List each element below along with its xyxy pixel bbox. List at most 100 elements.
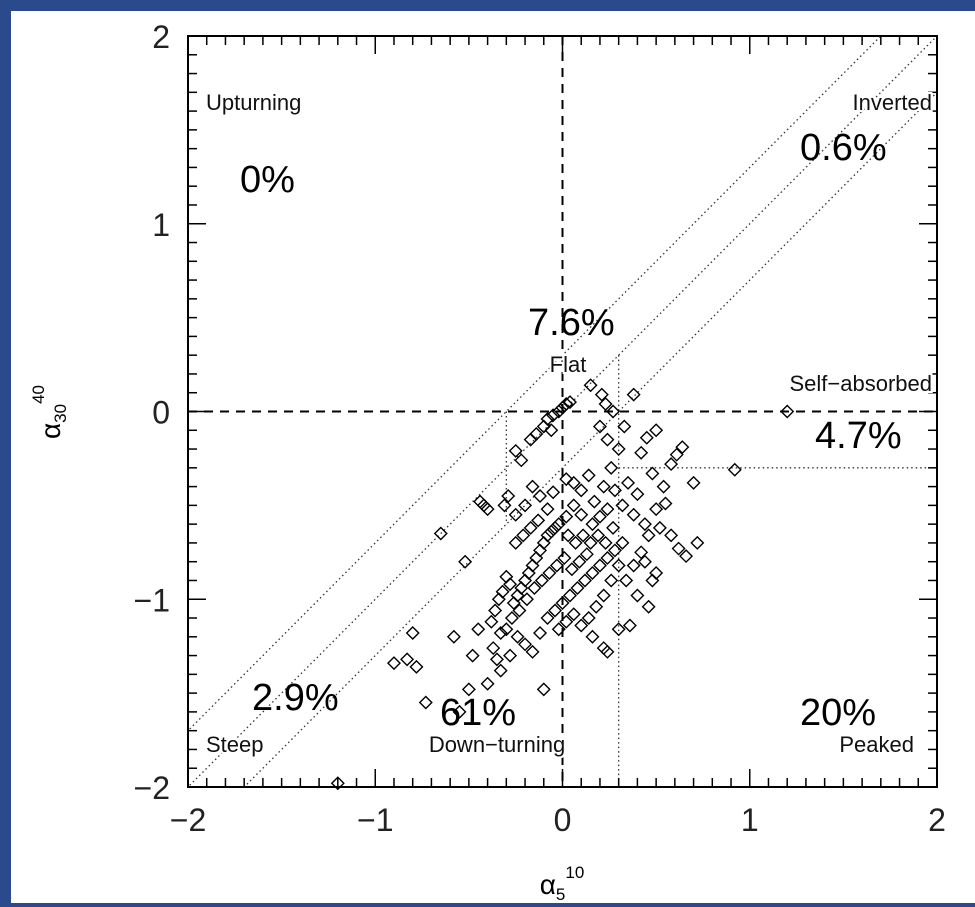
data-point — [514, 453, 529, 468]
data-point — [604, 573, 619, 588]
data-point — [508, 535, 523, 550]
region-name-inverted: Inverted — [853, 90, 933, 115]
data-point — [564, 562, 579, 577]
region-percent-inverted: 0.6% — [800, 127, 887, 169]
data-point — [626, 507, 641, 522]
data-point — [645, 466, 660, 481]
data-point — [675, 440, 690, 455]
data-point — [544, 423, 559, 438]
data-point — [574, 618, 589, 633]
region-name-peaked: Peaked — [839, 732, 914, 757]
data-point — [465, 648, 480, 663]
data-point — [559, 472, 574, 487]
data-point — [536, 682, 551, 697]
data-point — [518, 573, 533, 588]
data-point — [600, 644, 615, 659]
x-tick-label: 2 — [928, 802, 946, 838]
data-point — [551, 404, 566, 419]
data-point — [611, 442, 626, 457]
region-name-steep: Steep — [206, 732, 264, 757]
x-axis-label-sup: 10 — [565, 863, 584, 882]
data-point — [634, 445, 649, 460]
data-point — [559, 509, 574, 524]
data-point — [452, 704, 467, 719]
data-point — [525, 644, 540, 659]
data-point — [577, 573, 592, 588]
data-point — [488, 603, 503, 618]
data-point — [606, 404, 621, 419]
data-point — [533, 488, 548, 503]
region-name-flat: Flat — [550, 352, 587, 377]
data-point — [641, 599, 656, 614]
data-point — [400, 652, 415, 667]
region-name-self-absorbed: Self−absorbed — [790, 371, 933, 396]
x-tick-label: 0 — [554, 802, 572, 838]
data-point — [598, 535, 613, 550]
data-point — [546, 485, 561, 500]
data-point — [581, 468, 596, 483]
data-point — [529, 550, 544, 565]
data-point — [540, 611, 555, 626]
data-point — [615, 498, 630, 513]
data-point — [591, 528, 606, 543]
data-point — [596, 479, 611, 494]
data-point — [510, 629, 525, 644]
x-axis-label: α510 — [540, 863, 585, 904]
region-percent-upturning: 0% — [240, 159, 295, 201]
region-name-upturning: Upturning — [206, 90, 301, 115]
data-point — [641, 528, 656, 543]
data-point — [585, 517, 600, 532]
data-point — [574, 483, 589, 498]
data-point — [587, 494, 602, 509]
data-point — [508, 443, 523, 458]
data-point — [559, 397, 574, 411]
diagonal-line-1 — [188, 36, 937, 787]
data-point — [546, 408, 561, 423]
data-point — [615, 535, 630, 550]
data-point — [508, 507, 523, 522]
data-point — [686, 475, 701, 490]
y-tick-label: −2 — [134, 770, 170, 806]
data-point — [581, 611, 596, 626]
data-point — [611, 622, 626, 637]
data-point — [583, 535, 598, 550]
data-point — [555, 596, 570, 610]
data-point — [531, 513, 546, 528]
data-point — [480, 502, 495, 517]
data-point — [536, 419, 551, 434]
data-point — [497, 498, 512, 513]
data-point — [630, 487, 645, 502]
data-point — [649, 565, 664, 580]
data-point — [499, 622, 514, 637]
data-point — [600, 550, 615, 565]
axis-ticks: −2 −1 0 1 2 −2 −1 0 1 2 — [134, 19, 946, 838]
data-point — [491, 592, 506, 607]
data-point — [607, 483, 622, 498]
data-point — [576, 528, 591, 543]
data-point — [574, 507, 589, 522]
data-point — [489, 652, 504, 667]
data-point — [540, 502, 555, 517]
data-point — [649, 423, 664, 438]
data-point — [568, 535, 583, 550]
data-point — [471, 622, 486, 637]
data-point — [504, 611, 519, 626]
data-point — [634, 545, 649, 560]
data-point — [585, 565, 600, 580]
data-point — [493, 663, 508, 678]
data-point — [606, 520, 621, 535]
data-point — [637, 554, 652, 569]
y-tick-label: 0 — [152, 395, 170, 431]
region-labels: Upturning 0% Inverted 0.6% Flat 7.6% Self−abso… — [204, 88, 934, 759]
data-point — [525, 558, 540, 573]
data-point — [621, 475, 636, 490]
data-point — [589, 599, 604, 614]
data-point — [611, 558, 626, 573]
data-point — [418, 695, 433, 710]
data-point — [572, 554, 587, 569]
data-point — [649, 502, 664, 517]
data-point — [533, 543, 548, 558]
frame-border-top — [0, 0, 975, 11]
data-point — [493, 626, 508, 641]
